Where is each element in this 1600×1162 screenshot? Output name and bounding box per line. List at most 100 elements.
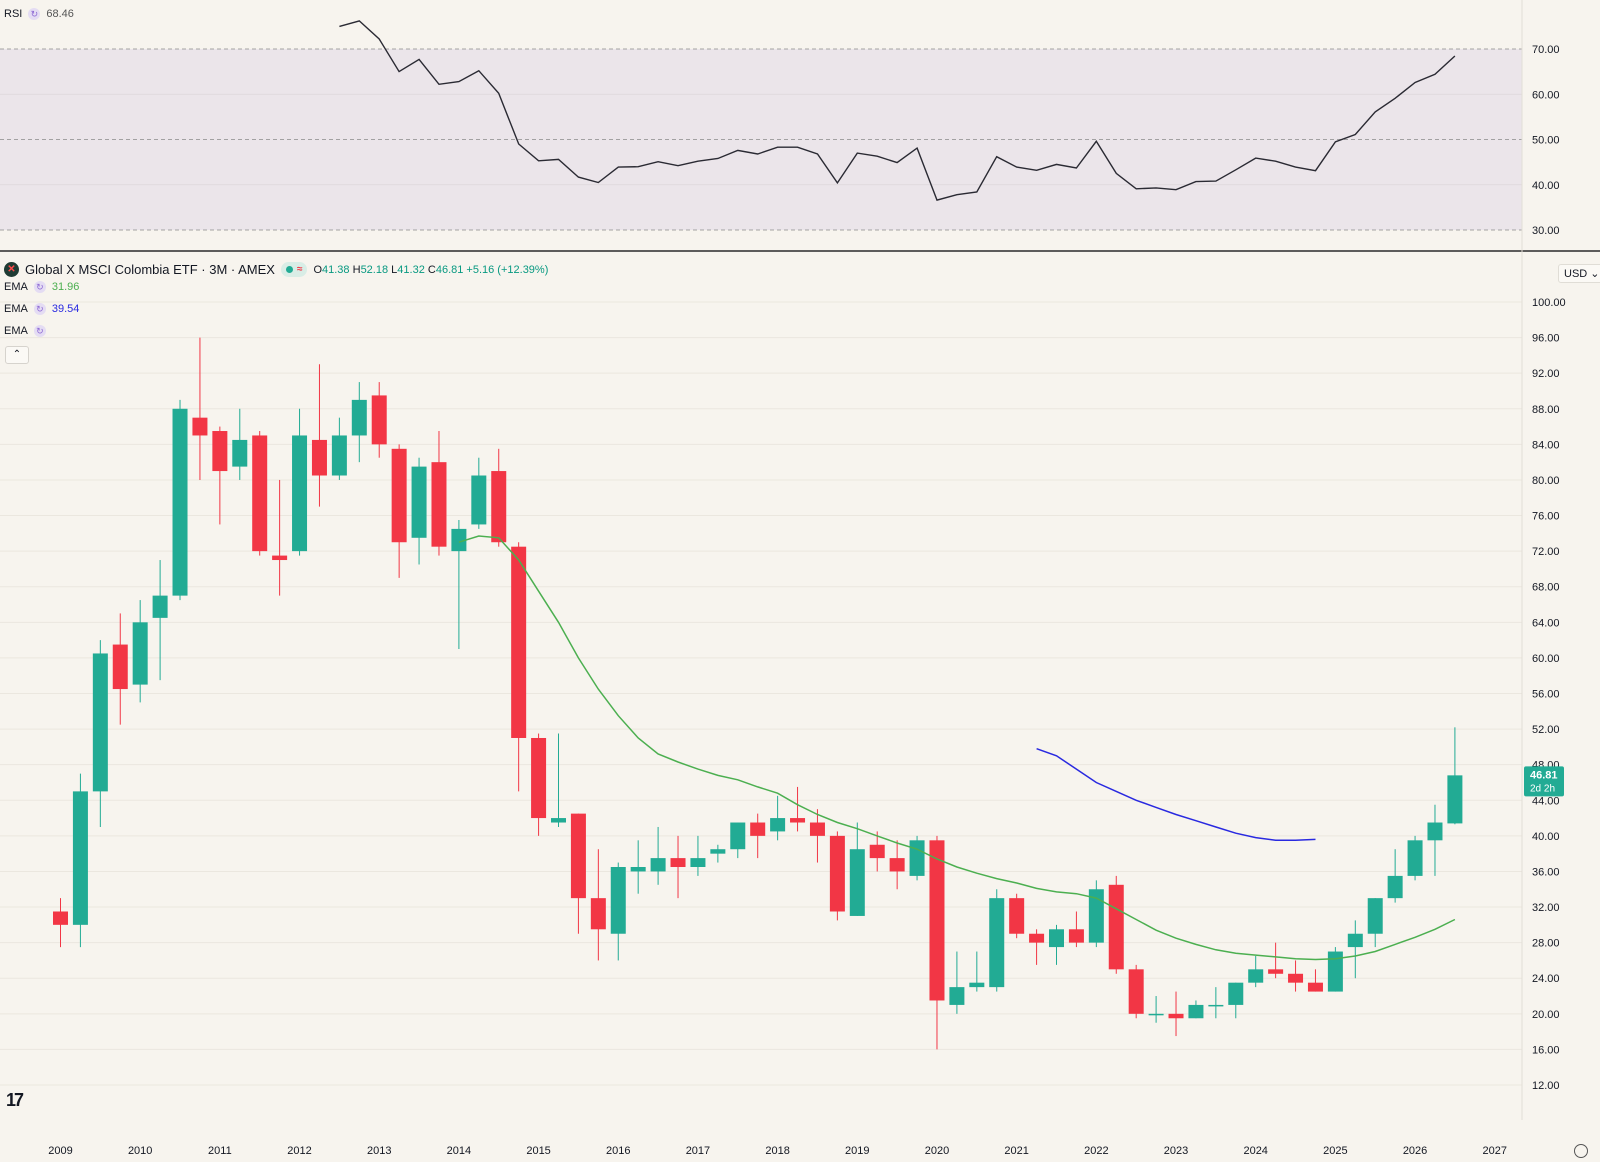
symbol-title[interactable]: Global X MSCI Colombia ETF · 3M · AMEX [25, 262, 275, 277]
collapse-legend-button[interactable]: ⌃ [5, 346, 29, 364]
ema-legend-1[interactable]: EMA ↻ 31.96 [4, 281, 79, 293]
candle-body [531, 737, 547, 819]
market-status-badge[interactable]: ≈ [280, 262, 308, 277]
price-tick-label: 80.00 [1532, 475, 1560, 487]
candle-body [1049, 929, 1064, 948]
price-tag [1524, 766, 1564, 797]
candle-body [1188, 1004, 1204, 1019]
candle-body [192, 417, 208, 436]
rsi-tick-label: 70.00 [1532, 44, 1560, 56]
price-tick-label: 84.00 [1532, 439, 1560, 451]
price-tick-label: 20.00 [1532, 1009, 1560, 1021]
candle-body [1208, 1004, 1224, 1007]
candle-body [112, 644, 128, 690]
price-tag-value: 46.81 [1530, 769, 1558, 781]
ema-legend-3[interactable]: EMA ↻ [4, 325, 52, 337]
time-tick-label: 2016 [606, 1145, 630, 1157]
candle-body [730, 822, 746, 850]
candle-body [610, 867, 626, 934]
candle-body [72, 791, 88, 925]
candle-body [969, 982, 985, 988]
candle-body [371, 395, 387, 445]
candle-body [232, 439, 248, 467]
candle-body [750, 822, 766, 836]
candle-body [272, 555, 288, 561]
rsi-tick-label: 50.00 [1532, 135, 1560, 147]
price-tick-label: 44.00 [1532, 795, 1560, 807]
candle-body [311, 439, 327, 476]
chevron-down-icon: ⌄ [1590, 268, 1600, 280]
candle-body [1168, 1013, 1184, 1019]
high-value: 52.18 [360, 263, 389, 276]
ohlc-readout: O41.38 H52.18 L41.32 C46.81 +5.16 (+12.3… [313, 264, 548, 276]
candle-body [551, 818, 566, 823]
currency-selector[interactable]: USD ⌄ [1558, 264, 1600, 283]
settings-icon[interactable] [1574, 1144, 1588, 1158]
time-tick-label: 2015 [526, 1145, 550, 1157]
candle-body [1327, 951, 1343, 992]
rsi-legend[interactable]: RSI ↻ 68.46 [4, 8, 74, 20]
symbol-logo-icon: ✕ [4, 262, 19, 277]
candle-body [929, 840, 945, 1001]
candle-body [1029, 933, 1045, 943]
candle-body [790, 818, 806, 823]
ema-legend-2[interactable]: EMA ↻ 39.54 [4, 303, 79, 315]
change-value: +5.16 (+12.39%) [466, 263, 549, 276]
close-label: C [427, 263, 436, 276]
ema-label: EMA [4, 325, 28, 337]
rsi-label: RSI [4, 8, 23, 20]
tradingview-logo-icon[interactable]: 17 [6, 1090, 24, 1110]
price-tick-label: 40.00 [1532, 831, 1560, 843]
open-value: 41.38 [322, 263, 350, 276]
refresh-icon[interactable]: ↻ [33, 303, 46, 315]
candle-body [331, 435, 347, 476]
price-tick-label: 60.00 [1532, 653, 1560, 665]
candle-body [252, 435, 268, 552]
rsi-tick-label: 60.00 [1532, 89, 1560, 101]
ema-label: EMA [4, 281, 28, 293]
price-tick-label: 12.00 [1532, 1080, 1560, 1092]
price-tick-label: 68.00 [1532, 582, 1560, 594]
candle-body [570, 813, 586, 899]
time-tick-label: 2024 [1243, 1145, 1267, 1157]
candle-body [1068, 929, 1084, 943]
candle-body [351, 399, 367, 436]
ema-value: 31.96 [51, 281, 80, 293]
time-tick-label: 2027 [1482, 1145, 1506, 1157]
candle-body [1148, 1013, 1164, 1016]
candle-body [909, 840, 925, 876]
rsi-plot [0, 20, 1522, 231]
candle-body [431, 462, 447, 547]
rsi-tick-label: 40.00 [1532, 180, 1560, 192]
price-tick-label: 32.00 [1532, 902, 1560, 914]
time-tick-label: 2026 [1403, 1145, 1427, 1157]
symbol-header[interactable]: ✕ Global X MSCI Colombia ETF · 3M · AMEX… [4, 262, 548, 277]
rsi-line [339, 20, 1456, 201]
price-tick-label: 100.00 [1532, 297, 1566, 309]
candle-body [292, 435, 308, 552]
candle-body [172, 408, 188, 596]
time-tick-label: 2009 [48, 1145, 72, 1157]
refresh-icon[interactable]: ↻ [33, 281, 46, 293]
candle-body [670, 858, 686, 868]
candle-body [1088, 889, 1104, 943]
candle-body [1347, 933, 1363, 948]
candle-body [1009, 898, 1025, 934]
candle-body [1307, 982, 1323, 992]
low-value: 41.32 [397, 263, 425, 276]
price-tick-label: 28.00 [1532, 938, 1560, 950]
candle-body [1288, 973, 1304, 983]
price-tick-label: 72.00 [1532, 546, 1560, 558]
rsi-value: 68.46 [46, 8, 74, 20]
wave-icon: ≈ [296, 264, 303, 275]
candle-body [630, 867, 646, 872]
high-label: H [352, 263, 361, 276]
refresh-icon[interactable]: ↻ [28, 8, 41, 20]
candle-body [132, 622, 148, 685]
time-tick-label: 2021 [1004, 1145, 1028, 1157]
price-tick-label: 52.00 [1532, 724, 1560, 736]
price-tick-label: 88.00 [1532, 404, 1560, 416]
refresh-icon[interactable]: ↻ [33, 325, 46, 337]
